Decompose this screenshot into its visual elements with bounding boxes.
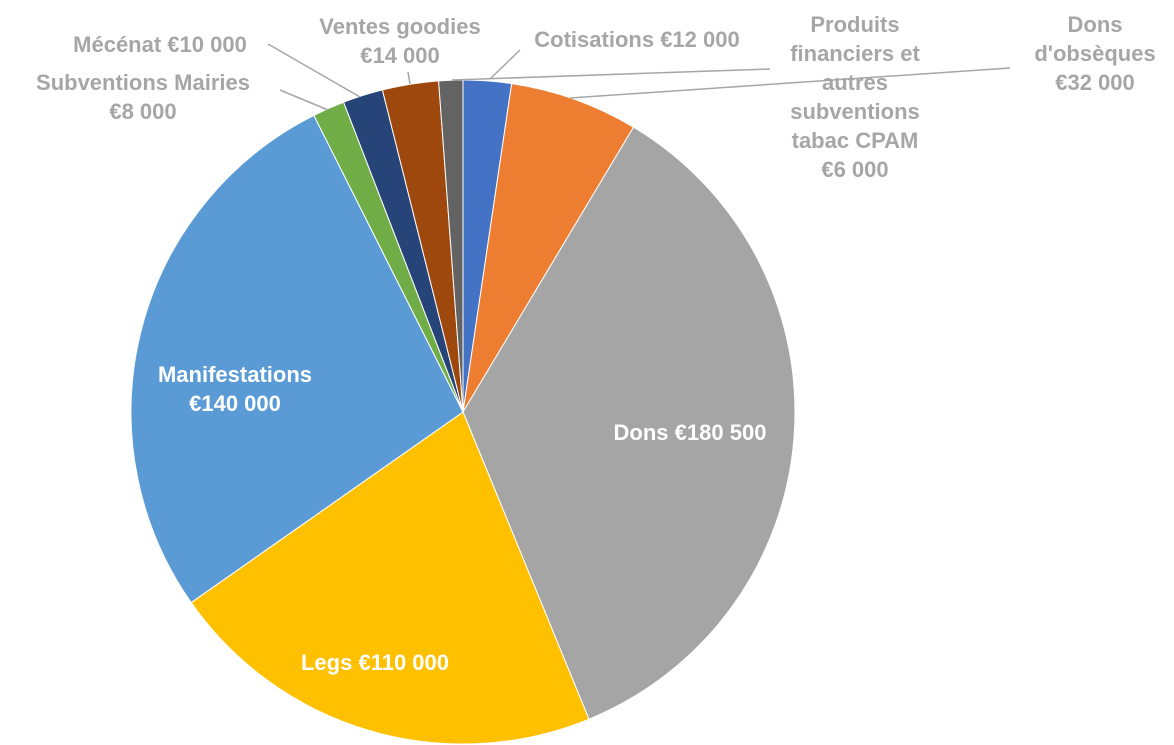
leader-line [267, 43, 361, 98]
leader-line [489, 49, 521, 80]
category-label: Legs [300, 650, 353, 675]
leader-line [279, 89, 329, 111]
category-label: Mécénat [73, 32, 162, 57]
pie-slice [462, 83, 635, 413]
data-label: Ventes goodies €14 000 [300, 12, 500, 70]
data-label: Dons d'obsèques €32 000 [1028, 10, 1163, 97]
category-label: Ventes goodies [319, 14, 481, 39]
value-label: €6 000 [821, 157, 889, 182]
leader-line [407, 71, 411, 85]
leader-line [451, 68, 771, 81]
value-label: €14 000 [360, 43, 440, 68]
value-label: €180 500 [674, 420, 767, 445]
value-label: €12 000 [660, 27, 740, 52]
category-label: Dons [613, 420, 669, 445]
data-label: Subventions Mairies €8 000 [0, 68, 288, 126]
data-label: Produits financiers et autres subvention… [768, 10, 943, 184]
category-label: Produits financiers et autres subvention… [790, 12, 920, 153]
value-label: €140 000 [189, 391, 281, 416]
data-label: Dons €180 500 [540, 418, 840, 447]
data-label: Mécénat €10 000 [30, 30, 290, 59]
value-label: €32 000 [1055, 70, 1135, 95]
category-label: Dons d'obsèques [1034, 12, 1156, 66]
value-label: €110 000 [358, 650, 450, 675]
value-label: €8 000 [109, 99, 177, 124]
data-label: Manifestations €140 000 [125, 360, 345, 418]
leader-line [569, 67, 1011, 99]
category-label: Subventions Mairies [36, 70, 250, 95]
pie-slice [190, 411, 590, 745]
data-label: Legs €110 000 [225, 648, 525, 677]
pie-slice [462, 126, 796, 720]
pie-slice [130, 114, 464, 604]
value-label: €10 000 [167, 32, 247, 57]
data-label: Cotisations €12 000 [497, 25, 777, 54]
category-label: Manifestations [157, 362, 313, 387]
category-label: Cotisations [534, 27, 655, 52]
